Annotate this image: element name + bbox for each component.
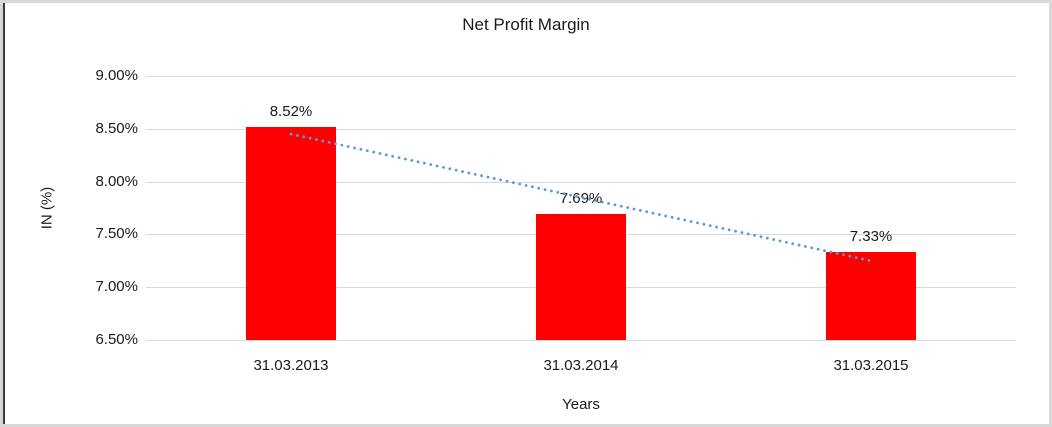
y-axis-title: IN (%): [38, 186, 56, 230]
bar-value-label: 8.52%: [269, 102, 313, 120]
bar: [826, 252, 916, 340]
x-tick-label: 31.03.2014: [543, 357, 619, 374]
x-axis-title: Years: [562, 396, 600, 413]
plot-area: 8.52% 7.69% 7.33%: [146, 76, 1016, 341]
y-tick-label: 9.00%: [95, 67, 138, 84]
chart-title: Net Profit Margin: [462, 15, 590, 34]
x-tick-label: 31.03.2015: [833, 357, 909, 374]
frame-left-edge: [3, 3, 5, 424]
y-tick-label: 8.00%: [95, 172, 138, 190]
gridline: [146, 340, 1016, 341]
y-tick-label: 8.50%: [95, 119, 138, 137]
bar-value-label: 7.33%: [849, 228, 893, 246]
y-tick-label: 7.00%: [95, 278, 138, 296]
y-tick-label: 7.50%: [95, 225, 138, 243]
bar: [246, 126, 336, 340]
y-tick-label: 6.50%: [95, 331, 138, 348]
gridline: [146, 76, 1016, 77]
x-tick-label: 31.03.2013: [253, 357, 329, 374]
gridline: [146, 128, 1016, 130]
trendline: [289, 132, 873, 263]
gridline: [146, 181, 1016, 183]
bar: [536, 214, 626, 340]
